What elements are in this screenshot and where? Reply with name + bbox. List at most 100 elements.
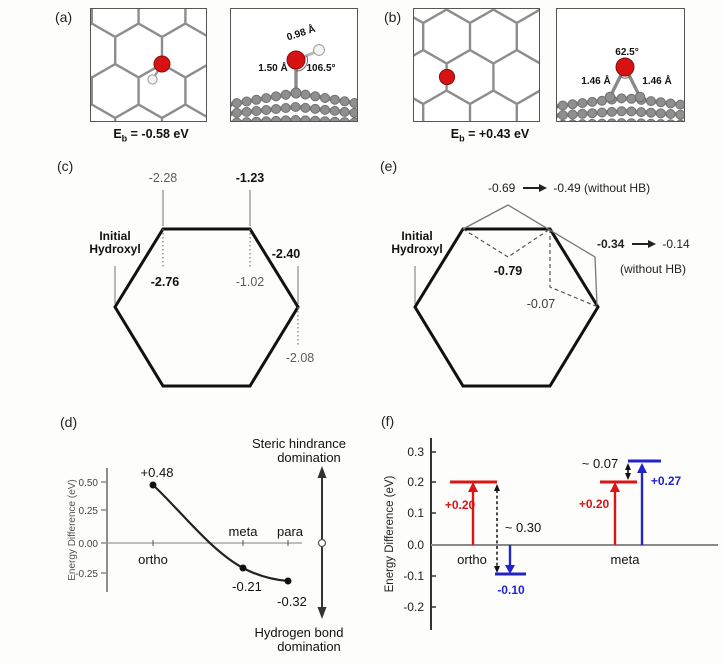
eb-value: = -0.58 eV — [127, 127, 189, 141]
site-value-right-inner: -2.08 — [286, 351, 315, 365]
epoxy-side-structure: 62.5° 1.46 Å 1.46 Å — [557, 47, 684, 121]
transition-paths-e — [414, 204, 599, 308]
initial-word: Initial — [99, 229, 131, 243]
panel-a-side-view: 0.98 Å 1.50 Å 106.5° — [230, 8, 358, 122]
ortho-levels — [450, 480, 526, 576]
data-point-meta — [239, 564, 247, 572]
ytick-f-3: 0.0 — [407, 538, 424, 552]
co-bond-length-label: 1.50 Å — [258, 61, 287, 74]
bond-angle-label: 106.5° — [306, 63, 335, 74]
panel-e-label: (e) — [380, 158, 398, 174]
ytick-d-1: 0.25 — [79, 506, 99, 517]
inner-value-lower: -0.07 — [527, 297, 556, 311]
inner-value-upper: -0.79 — [494, 264, 523, 278]
eb-subscript: b — [121, 133, 128, 144]
point-label-para: -0.32 — [277, 594, 307, 609]
panel-d-chart: 0.50 0.25 0.00 -0.25 Energy Difference (… — [30, 410, 360, 660]
hydrogen-bond-text: Hydrogen bond — [255, 625, 344, 640]
category-ortho: ortho — [138, 552, 168, 567]
hexagon-svg-e: -0.79 -0.07 — [413, 204, 600, 388]
ytick-f-4: -0.1 — [403, 569, 424, 583]
hydroxyl-word: Hydroxyl — [391, 242, 443, 256]
y-axis-label-d: Energy Difference (eV) — [67, 479, 78, 581]
ortho-blue-value: -0.10 — [497, 583, 525, 597]
right-arrow-icon — [632, 240, 657, 248]
site-value-top-left-inner: -2.76 — [151, 275, 180, 289]
category-meta: meta — [229, 524, 259, 539]
panel-b-side-view: 62.5° 1.46 Å 1.46 Å — [556, 8, 685, 122]
point-label-ortho: +0.48 — [141, 465, 174, 480]
site-connectors-c — [114, 190, 299, 345]
chart-f-axes — [430, 438, 718, 630]
transition-from-value: -0.34 — [597, 237, 625, 251]
ytick-f-0: 0.3 — [407, 445, 424, 459]
ortho-red-value: +0.20 — [445, 498, 476, 512]
panel-a-binding-energy: Eb = -0.58 eV — [92, 127, 210, 144]
ytick-f-5: -0.2 — [403, 600, 424, 614]
chart-d-axes — [101, 468, 302, 592]
left-bond-length-label: 1.46 Å — [581, 74, 610, 87]
site-value-top-right-inner: -1.02 — [236, 275, 265, 289]
initial-hydroxyl-label-e: Initial Hydroxyl — [382, 230, 452, 256]
panel-d-label: (d) — [60, 414, 78, 430]
chart-d-curve — [149, 481, 292, 585]
sheet-and-atoms-b — [557, 57, 684, 121]
ytick-d-2: 0.00 — [79, 539, 99, 550]
sheet-and-atoms-a — [231, 44, 357, 121]
data-point-ortho — [149, 481, 157, 489]
chart-f-svg: 0.3 0.2 0.1 0.0 -0.1 -0.2 Energy Differe… — [384, 438, 718, 630]
right-transition-text: -0.34 -0.14 — [597, 237, 690, 251]
panel-f-label: (f) — [381, 413, 395, 429]
category-f-ortho: ortho — [457, 552, 487, 567]
ytick-f-1: 0.2 — [407, 475, 424, 489]
right-arrow-icon — [523, 184, 548, 192]
meta-levels — [600, 459, 661, 545]
meta-blue-value: +0.27 — [651, 474, 682, 488]
hydroxyl-side-structure: 0.98 Å 1.50 Å 106.5° — [231, 22, 357, 121]
oh-bond-length-label: 0.98 Å — [285, 22, 317, 43]
hb-domination-text: domination — [277, 639, 341, 654]
category-para: para — [277, 524, 304, 539]
hexagon-svg-c: -2.28 -1.23 -2.76 -1.02 -2.40 -2.08 — [113, 171, 315, 388]
panel-a-top-view — [90, 8, 207, 122]
eb-value: = +0.43 eV — [464, 127, 530, 141]
ytick-d-3: -0.25 — [75, 569, 98, 580]
site-value-right-outer: -2.40 — [272, 247, 301, 261]
panel-b-binding-energy: Eb = +0.43 eV — [430, 127, 550, 144]
top-transition-text: -0.69 -0.49 (without HB) — [488, 181, 650, 195]
ytick-f-2: 0.1 — [407, 506, 424, 520]
right-bond-length-label: 1.46 Å — [642, 74, 671, 87]
eb-symbol: E — [450, 127, 460, 141]
data-point-para — [284, 577, 292, 585]
steric-hindrance-text: Steric hindrance — [252, 436, 346, 451]
hydroxyl-word: Hydroxyl — [89, 242, 141, 256]
transition-to-value: -0.14 — [662, 237, 690, 251]
eb-subscript: b — [459, 133, 465, 144]
panel-b-label: (b) — [384, 9, 402, 25]
steric-domination-text: domination — [277, 450, 341, 465]
meta-gap-label: ~ 0.07 — [582, 456, 619, 471]
eb-symbol: E — [113, 127, 122, 141]
graphene-lattice-b — [414, 9, 539, 121]
graphene-lattice-a — [91, 9, 206, 121]
ortho-gap-label: ~ 0.30 — [505, 520, 542, 535]
panel-f-chart: 0.3 0.2 0.1 0.0 -0.1 -0.2 Energy Differe… — [360, 410, 724, 664]
epoxy-angle-label: 62.5° — [615, 47, 638, 58]
y-axis-label-f: Energy Difference (eV) — [384, 475, 396, 592]
transition-from-value: -0.69 — [488, 181, 516, 195]
panel-b-top-view — [413, 8, 540, 122]
initial-word: Initial — [401, 229, 433, 243]
honeycomb-and-atoms-b — [414, 9, 539, 121]
point-label-meta: -0.21 — [232, 579, 262, 594]
panel-c-label: (c) — [57, 158, 74, 174]
panel-e-hexagon-diagram: -0.79 -0.07 — [380, 160, 710, 400]
site-value-top-right-outer: -1.23 — [236, 171, 265, 185]
category-f-meta: meta — [611, 552, 641, 567]
ytick-d-0: 0.50 — [79, 478, 99, 489]
meta-red-value: +0.20 — [579, 497, 610, 511]
without-hb-note: (without HB) — [620, 262, 687, 276]
initial-hydroxyl-label-c: Initial Hydroxyl — [80, 230, 150, 256]
honeycomb-and-atoms-a — [91, 9, 206, 121]
transition-to-value: -0.49 (without HB) — [553, 181, 651, 195]
